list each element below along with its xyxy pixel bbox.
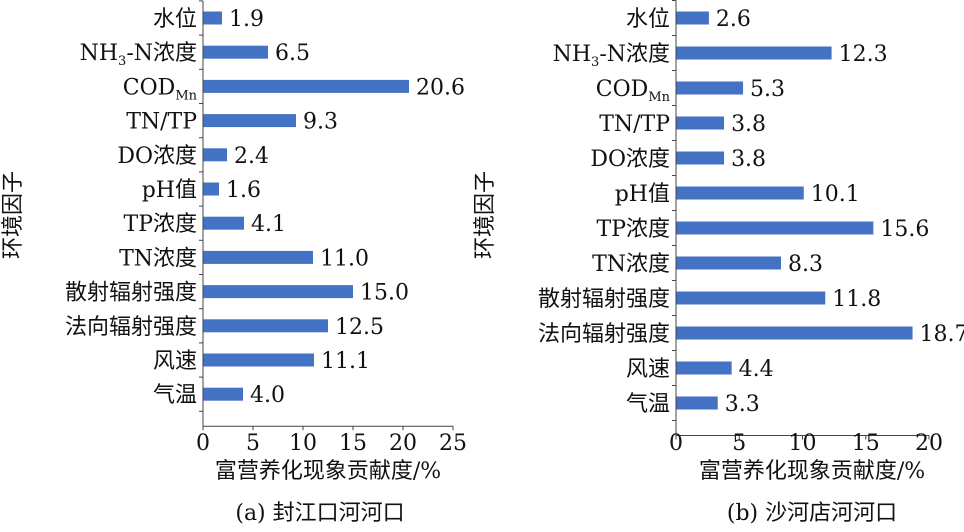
value-label: 15.0 <box>360 281 409 306</box>
value-label: 11.8 <box>832 287 881 312</box>
value-label: 4.1 <box>251 212 286 237</box>
value-label: 12.5 <box>335 315 384 340</box>
bar <box>676 326 913 340</box>
bar <box>676 186 804 200</box>
x-tick-label: 5 <box>732 431 746 456</box>
x-tick-label: 10 <box>289 431 317 456</box>
y-axis-title: 环境因子 <box>1 171 26 259</box>
category-label: 散射辐射强度 <box>538 287 670 312</box>
bar <box>203 250 313 264</box>
value-label: 20.6 <box>416 75 465 100</box>
value-label: 8.3 <box>788 252 823 277</box>
category-label: DO浓度 <box>590 147 670 172</box>
category-label: 水位 <box>153 7 197 32</box>
value-label: 3.8 <box>731 147 766 172</box>
x-axis-title: 富营养化现象贡献度/% <box>699 459 925 484</box>
category-label: TN/TP <box>126 110 197 135</box>
bar <box>676 151 725 165</box>
value-label: 1.6 <box>226 178 261 203</box>
category-label: 气温 <box>626 392 670 417</box>
x-tick-label: 0 <box>669 431 683 456</box>
x-tick-label: 25 <box>439 431 467 456</box>
category-label: TP浓度 <box>597 217 670 242</box>
value-label: 9.3 <box>303 110 338 135</box>
bar <box>676 256 781 270</box>
category-label: 散射辐射强度 <box>65 281 197 306</box>
value-label: 12.3 <box>839 42 888 67</box>
bar <box>676 361 732 375</box>
category-label: 水位 <box>626 7 670 32</box>
value-label: 1.9 <box>229 7 264 32</box>
x-axis-title: 富营养化现象贡献度/% <box>215 459 441 484</box>
x-tick-label: 10 <box>789 431 817 456</box>
category-label: 法向辐射强度 <box>538 322 670 347</box>
panel-b-chart: 水位 2.6 NH3-N浓度 12.3 CODMn 5.3 TN/TP 3.8 DO浓度 3.8 p… <box>473 0 964 526</box>
category-label: 风速 <box>153 349 197 374</box>
value-label: 3.8 <box>731 112 766 137</box>
x-tick-label: 5 <box>246 431 260 456</box>
bar <box>676 116 725 130</box>
category-label: TN/TP <box>599 112 670 137</box>
bar <box>203 353 314 367</box>
x-tick-label: 0 <box>196 431 210 456</box>
value-label: 5.3 <box>750 77 785 102</box>
panel-caption: (a) 封江口河河口 <box>235 501 404 526</box>
y-axis-title: 环境因子 <box>473 171 498 259</box>
value-label: 18.7 <box>920 322 964 347</box>
bar <box>676 221 874 235</box>
panel-a-chart: 水位 1.9 NH3-N浓度 6.5 CODMn 20.6 TN/TP 9.3 DO浓度 2.4 p… <box>1 0 467 526</box>
bar <box>203 114 296 128</box>
x-tick-label: 20 <box>915 431 943 456</box>
x-tick-label: 20 <box>389 431 417 456</box>
bar <box>676 11 709 25</box>
value-label: 10.1 <box>811 182 860 207</box>
value-label: 11.1 <box>321 349 370 374</box>
category-label: NH3-N浓度 <box>80 41 197 69</box>
bar <box>676 81 744 95</box>
bar <box>676 291 826 305</box>
value-label: 2.4 <box>234 144 269 169</box>
category-label: NH3-N浓度 <box>553 42 670 70</box>
bar <box>676 396 718 410</box>
category-label: pH值 <box>615 182 670 207</box>
bar <box>203 79 409 93</box>
x-tick-label: 15 <box>852 431 880 456</box>
bar <box>203 319 328 333</box>
category-label: 风速 <box>626 357 670 382</box>
category-label: TN浓度 <box>119 246 197 271</box>
category-label: TP浓度 <box>124 212 197 237</box>
bar <box>203 216 244 230</box>
category-label: CODMn <box>123 75 198 103</box>
bar <box>203 148 227 162</box>
bar <box>203 45 268 59</box>
value-label: 4.0 <box>250 383 285 408</box>
panel-caption: (b) 沙河店河河口 <box>727 501 897 526</box>
category-label: CODMn <box>596 77 671 105</box>
x-tick-label: 15 <box>339 431 367 456</box>
value-label: 15.6 <box>880 217 929 242</box>
value-label: 3.3 <box>725 392 760 417</box>
bar <box>203 11 222 25</box>
value-label: 6.5 <box>275 41 310 66</box>
category-label: pH值 <box>142 178 197 203</box>
value-label: 2.6 <box>716 7 751 32</box>
bar <box>203 387 243 401</box>
category-label: 气温 <box>153 383 197 408</box>
category-label: DO浓度 <box>117 144 197 169</box>
bar <box>203 182 219 196</box>
value-label: 11.0 <box>320 246 369 271</box>
value-label: 4.4 <box>739 357 774 382</box>
category-label: TN浓度 <box>592 252 670 277</box>
bar <box>203 285 353 299</box>
category-label: 法向辐射强度 <box>65 315 197 340</box>
bar <box>676 46 832 60</box>
